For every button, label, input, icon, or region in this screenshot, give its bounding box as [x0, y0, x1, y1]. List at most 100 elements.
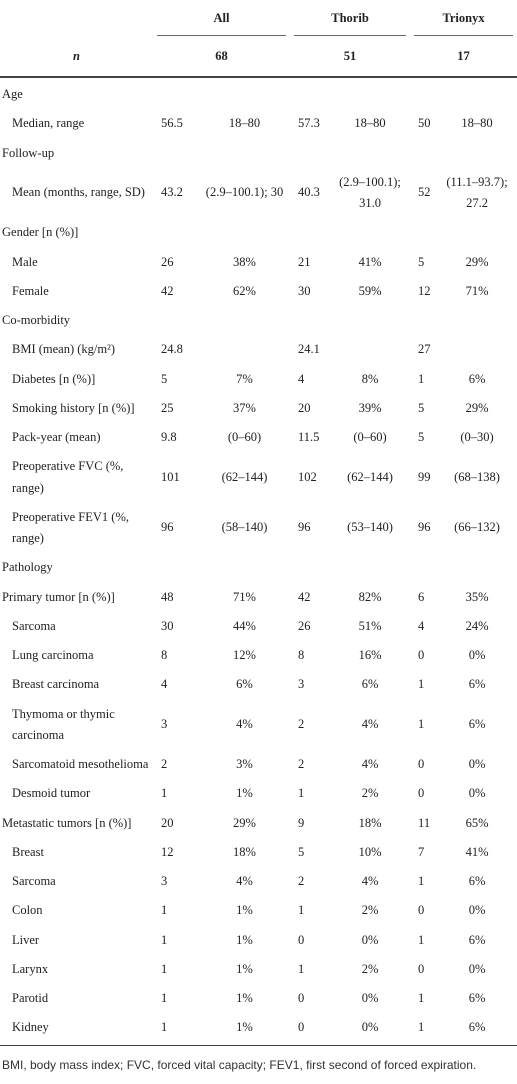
- table-cell: 30: [161, 618, 174, 633]
- row-label: Breast: [12, 844, 44, 859]
- row-label: Kidney: [0, 1013, 153, 1046]
- table-cell: 0: [418, 757, 425, 771]
- header-row: All Thorib Trionyx: [0, 0, 517, 36]
- table-cell: 96: [161, 520, 174, 535]
- table-cell: 9.8: [161, 430, 177, 444]
- table-cell: 96: [418, 520, 431, 535]
- table-cell: [330, 139, 410, 168]
- footnote: BMI, body mass index; FVC, forced vital …: [2, 1057, 477, 1072]
- row-label: Parotid: [12, 991, 49, 1005]
- table-cell: [437, 218, 517, 247]
- table-cell: [153, 306, 199, 335]
- table-cell: 21: [298, 254, 311, 269]
- table-cell: [199, 218, 290, 247]
- row-label: Colon: [12, 903, 43, 918]
- table-cell: 6%: [468, 932, 486, 947]
- row-label: BMI (mean) (kg/m²): [12, 342, 116, 357]
- table-cell: (0–30): [460, 430, 494, 444]
- table-cell: 18%: [358, 815, 382, 830]
- table-cell: [153, 553, 199, 582]
- table-cell: [437, 335, 517, 364]
- table-cell: 8: [298, 648, 305, 662]
- table-cell: [410, 553, 437, 582]
- table-cell: 1%: [199, 1013, 291, 1046]
- table-cell: (2.9–100.1); 30: [205, 185, 284, 200]
- table-cell: 65%: [465, 815, 489, 830]
- table-cell: 8%: [361, 371, 379, 386]
- table-cell: [437, 306, 517, 335]
- table-row: Lung carcinoma 8 12% 8 16% 0 0%: [0, 641, 517, 670]
- table-cell: 57.3: [298, 116, 320, 131]
- table-cell: 0%: [361, 991, 379, 1005]
- table-cell: (11.1–93.7); 27.2: [446, 174, 508, 210]
- table-cell: 24%: [465, 618, 489, 633]
- row-label: Sarcoma: [12, 618, 56, 633]
- table-cell: 3: [161, 874, 168, 888]
- table-cell: 3%: [236, 757, 253, 771]
- table-cell: 6: [418, 589, 425, 604]
- row-label: Preoperative FEV1 (%, range): [12, 509, 129, 545]
- table-row: Sarcoma 3 4% 2 4% 1 6%: [0, 867, 517, 896]
- table-cell: 6%: [361, 677, 379, 692]
- table-row: Liver 1 1% 0 0% 1 6%: [0, 926, 517, 955]
- table-cell: 82%: [358, 589, 382, 604]
- table-cell: 0%: [468, 757, 486, 771]
- row-label: Female: [12, 283, 49, 298]
- table-cell: 25: [161, 400, 174, 415]
- table-cell: (66–132): [454, 520, 500, 535]
- table-cell: [290, 553, 330, 582]
- table-cell: 5: [298, 844, 305, 859]
- table-cell: 2%: [361, 961, 379, 976]
- table-cell: 12: [418, 283, 431, 298]
- table-cell: 4%: [236, 874, 253, 888]
- table-cell: 1: [298, 961, 305, 976]
- table-cell: 3: [298, 677, 305, 692]
- table-cell: 0: [418, 961, 425, 976]
- table-cell: [330, 218, 410, 247]
- table-cell: [410, 77, 437, 109]
- table-cell: [330, 77, 410, 109]
- header-row: n 68 51 17: [0, 36, 517, 78]
- table-cell: 24.1: [298, 342, 320, 357]
- table-cell: 37%: [233, 400, 256, 415]
- table-cell: [330, 553, 410, 582]
- table-cell: 30: [298, 283, 311, 298]
- table-cell: 1: [161, 932, 168, 947]
- table-cell: 26: [161, 254, 174, 269]
- table-row: Preoperative FEV1 (%, range) 96 (58–140) 96…: [0, 503, 517, 554]
- table-cell: 1: [418, 874, 425, 888]
- table-row: Diabetes [n (%)] 5 7% 4 8% 1 6%: [0, 365, 517, 394]
- table-row: Preoperative FVC (%, range) 101 (62–144) 10…: [0, 452, 517, 503]
- table-cell: [437, 77, 517, 109]
- table-cell: (68–138): [454, 469, 500, 484]
- table-cell: 18–80: [461, 116, 493, 131]
- table-cell: 1: [153, 1013, 199, 1046]
- table-cell: 1: [418, 932, 425, 947]
- table-cell: 1: [418, 991, 425, 1005]
- row-label: Pack-year (mean): [12, 430, 101, 444]
- table-cell: 56.5: [161, 116, 183, 131]
- table-cell: 51%: [358, 618, 382, 633]
- column-header: All: [153, 0, 291, 36]
- table-cell: 71%: [465, 283, 489, 298]
- table-cell: 6%: [468, 717, 486, 732]
- table-head: All Thorib Trionyx n 68 51 17: [0, 0, 517, 78]
- table-cell: 18%: [233, 844, 256, 859]
- table-cell: 0%: [468, 961, 486, 976]
- table-row: Thymoma or thymic carcinoma 3 4% 2 4% 1 6%: [0, 700, 517, 751]
- table-cell: [290, 139, 330, 168]
- table-cell: 4: [161, 677, 168, 692]
- table-cell: 20: [298, 400, 311, 415]
- n-value: 68: [153, 36, 291, 78]
- table-row: Pathology: [0, 553, 517, 582]
- n-value: 51: [290, 36, 411, 78]
- table-row: Smoking history [n (%)] 25 37% 20 39% 5 29%: [0, 394, 517, 423]
- table-cell: 43.2: [161, 185, 183, 200]
- column-header: Trionyx: [410, 0, 517, 36]
- table-cell: 0: [298, 932, 305, 947]
- column-header: Thorib: [290, 0, 411, 36]
- table-cell: 12: [161, 844, 174, 859]
- table-cell: 2: [161, 757, 168, 771]
- table-cell: 1%: [236, 903, 253, 918]
- table-cell: 1: [298, 903, 305, 918]
